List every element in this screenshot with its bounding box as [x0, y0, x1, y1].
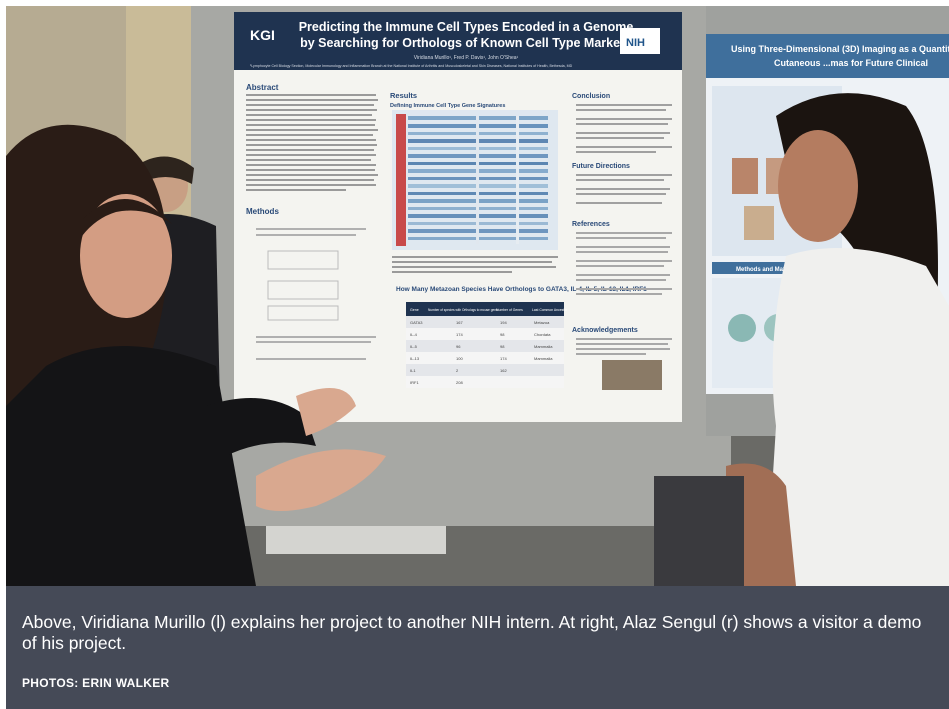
- kgi-logo: KGI: [250, 27, 275, 43]
- table-cell: 208: [456, 380, 463, 385]
- methods-heading: Methods: [246, 207, 279, 216]
- ortholog-table: Gene Number of species with Orthologs to…: [406, 302, 568, 388]
- table-cell: Mammalia: [534, 356, 553, 361]
- right-poster-title-line2: Cutaneous ...mas for Future Clinical: [774, 58, 928, 68]
- person-right-intern: [654, 93, 949, 586]
- skin-sample-1: [728, 314, 756, 342]
- right-poster-header: [706, 34, 949, 78]
- conclusion-heading: Conclusion: [572, 93, 610, 100]
- face: [778, 130, 858, 242]
- table-cell: 162: [500, 368, 507, 373]
- table-cell: GATA3: [410, 320, 423, 325]
- table-cell: IL1: [410, 368, 416, 373]
- right-hand: [256, 449, 386, 511]
- skin-image-1: [732, 158, 758, 194]
- table-cell: 167: [456, 320, 463, 325]
- right-methods-heading: Methods and Materials: [736, 267, 801, 273]
- results-subheading: Defining Immune Cell Type Gene Signature…: [390, 103, 505, 109]
- left-arm: [206, 398, 316, 456]
- nih-badge: [620, 28, 660, 54]
- poster-session-photo: KGI Predicting the Immune Cell Types Enc…: [6, 6, 949, 586]
- table-cell: 96: [456, 344, 461, 349]
- figure-caption-lines: [392, 256, 558, 273]
- caption-box: Above, Viridiana Murillo (l) explains he…: [6, 586, 949, 709]
- acknowledgements-heading: Acknowledgements: [572, 327, 638, 334]
- background-legs: [654, 476, 744, 586]
- table-header-gene: Gene: [410, 308, 419, 312]
- conclusion-text-lines: [576, 104, 672, 153]
- photo-scene: KGI Predicting the Immune Cell Types Enc…: [6, 6, 949, 586]
- references-heading: References: [572, 221, 610, 228]
- photo-credit: PHOTOS: ERIN WALKER: [22, 676, 170, 690]
- poster-header-bar: [234, 12, 682, 70]
- abstract-text-lines: [246, 94, 378, 191]
- references-text-lines: [576, 232, 672, 295]
- photo-caption: Above, Viridiana Murillo (l) explains he…: [22, 612, 922, 653]
- white-shirt: [766, 248, 949, 586]
- table-cell: 174: [500, 356, 507, 361]
- table-cell: IL-13: [410, 356, 420, 361]
- table-cell: Mammalia: [534, 344, 553, 349]
- table-header-genes: Number of Genes: [496, 308, 523, 312]
- poster-title-line2: by Searching for Orthologs of Known Cell…: [300, 36, 632, 50]
- main-poster: KGI Predicting the Immune Cell Types Enc…: [234, 12, 682, 422]
- table-cell: 98: [500, 344, 505, 349]
- poster-affiliation: ¹Lymphocyte Cell Biology Section, Molecu…: [250, 64, 573, 68]
- acknowledgements-photo: [602, 360, 662, 390]
- board-base: [266, 526, 446, 554]
- table-header-species: Number of species with Orthologs to mous…: [428, 308, 498, 312]
- right-poster-title-line1: Using Three-Dimensional (3D) Imaging as …: [731, 44, 949, 54]
- table-cell: Chordata: [534, 332, 551, 337]
- table-cell: IRF1: [410, 380, 419, 385]
- person-viridiana: [6, 124, 386, 586]
- acknowledgements-text-lines: [576, 338, 672, 355]
- table-header-ancestor: Last Common Ancestor: [532, 308, 568, 312]
- abstract-heading: Abstract: [246, 83, 279, 92]
- table-cell: 2: [456, 368, 459, 373]
- face: [80, 194, 172, 318]
- future-text-lines: [576, 174, 672, 204]
- table-cell: 100: [456, 356, 463, 361]
- heatmap-figure: [392, 110, 558, 250]
- table-cell: IL-5: [410, 344, 418, 349]
- table-cell: 174: [456, 332, 463, 337]
- future-directions-heading: Future Directions: [572, 163, 630, 170]
- left-hand: [296, 388, 356, 436]
- methods-diagram: [256, 228, 376, 360]
- table-cell: Metazoa: [534, 320, 550, 325]
- table-title: How Many Metazoan Species Have Orthologs…: [396, 286, 647, 293]
- poster-authors: Viridiana Murillo¹, Fred P. Davis¹, John…: [414, 55, 519, 61]
- table-cell: 98: [500, 332, 505, 337]
- table-cell: IL-4: [410, 332, 418, 337]
- skin-image-3: [744, 206, 774, 240]
- nih-badge-text: NIH: [626, 37, 645, 49]
- poster-title-line1: Predicting the Immune Cell Types Encoded…: [299, 20, 634, 34]
- table-cell: 194: [500, 320, 507, 325]
- results-heading: Results: [390, 91, 417, 100]
- black-top: [6, 346, 256, 586]
